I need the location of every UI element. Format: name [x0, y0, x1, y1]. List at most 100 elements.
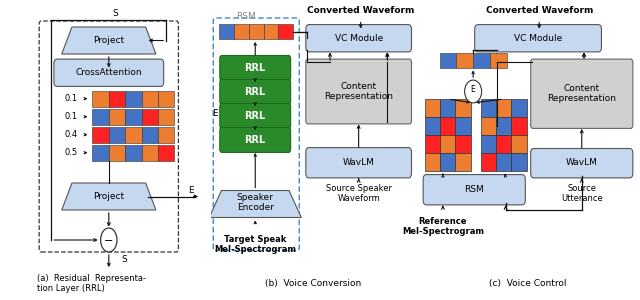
FancyBboxPatch shape: [475, 25, 602, 52]
Bar: [109, 127, 125, 142]
Bar: [473, 53, 490, 68]
FancyBboxPatch shape: [220, 80, 291, 104]
Text: Converted Waveform: Converted Waveform: [307, 6, 414, 15]
Bar: [125, 91, 141, 106]
Text: WavLM: WavLM: [342, 158, 374, 167]
Text: Reference
Mel-Spectrogram: Reference Mel-Spectrogram: [402, 217, 484, 236]
Bar: [92, 91, 109, 106]
Text: (a)  Residual  Representa-
tion Layer (RRL): (a) Residual Representa- tion Layer (RRL…: [37, 274, 146, 293]
Bar: [425, 117, 440, 135]
Text: S: S: [122, 255, 127, 264]
Circle shape: [465, 80, 482, 103]
Text: E: E: [188, 186, 193, 195]
Text: S: S: [112, 9, 118, 18]
Text: RRL: RRL: [244, 135, 266, 145]
Text: 0.4: 0.4: [65, 130, 78, 139]
FancyBboxPatch shape: [220, 56, 291, 80]
Text: RRL: RRL: [244, 63, 266, 73]
Text: Content
Representation: Content Representation: [547, 84, 616, 103]
Text: VC Module: VC Module: [514, 34, 562, 43]
Bar: [249, 24, 264, 39]
Bar: [158, 145, 174, 161]
Text: (c)  Voice Control: (c) Voice Control: [489, 279, 567, 288]
Text: RSM: RSM: [465, 185, 484, 194]
Text: Speaker
Encoder: Speaker Encoder: [237, 193, 274, 212]
Text: (b)  Voice Conversion: (b) Voice Conversion: [266, 279, 362, 288]
Bar: [496, 99, 511, 117]
Bar: [496, 117, 511, 135]
Text: WavLM: WavLM: [566, 158, 598, 167]
Text: VC Module: VC Module: [335, 34, 383, 43]
Text: Target Speak
Mel-Spectrogram: Target Speak Mel-Spectrogram: [214, 235, 296, 254]
Bar: [511, 135, 527, 153]
Bar: [158, 127, 174, 142]
Bar: [92, 145, 109, 161]
Text: 0.5: 0.5: [65, 148, 78, 157]
Bar: [158, 109, 174, 124]
Bar: [496, 153, 511, 171]
Bar: [481, 135, 496, 153]
Bar: [141, 145, 158, 161]
Polygon shape: [61, 183, 156, 210]
FancyBboxPatch shape: [423, 175, 525, 205]
Bar: [125, 109, 141, 124]
Bar: [92, 127, 109, 142]
Bar: [125, 145, 141, 161]
Bar: [481, 117, 496, 135]
Text: CrossAttention: CrossAttention: [76, 68, 142, 77]
Text: 0.1: 0.1: [65, 94, 78, 103]
Bar: [264, 24, 278, 39]
FancyBboxPatch shape: [220, 103, 291, 128]
Text: RRL: RRL: [244, 87, 266, 97]
FancyBboxPatch shape: [54, 59, 164, 86]
Text: 0.1: 0.1: [65, 112, 78, 121]
Bar: [109, 145, 125, 161]
Text: Converted Waveform: Converted Waveform: [486, 6, 593, 15]
Bar: [220, 24, 234, 39]
Polygon shape: [209, 190, 301, 218]
Bar: [125, 127, 141, 142]
Text: Project: Project: [93, 36, 124, 45]
Bar: [440, 53, 456, 68]
Bar: [92, 109, 109, 124]
Text: Project: Project: [93, 192, 124, 201]
Text: RSM: RSM: [236, 12, 255, 21]
Text: Content
Representation: Content Representation: [324, 82, 393, 101]
Bar: [440, 99, 456, 117]
Bar: [481, 99, 496, 117]
FancyBboxPatch shape: [306, 25, 412, 52]
Bar: [278, 24, 293, 39]
Circle shape: [100, 228, 117, 252]
Bar: [440, 117, 456, 135]
Bar: [109, 109, 125, 124]
Bar: [425, 153, 440, 171]
FancyBboxPatch shape: [220, 128, 291, 152]
Bar: [141, 91, 158, 106]
Bar: [158, 91, 174, 106]
Bar: [109, 91, 125, 106]
Bar: [440, 153, 456, 171]
Bar: [456, 53, 473, 68]
Bar: [511, 117, 527, 135]
FancyBboxPatch shape: [531, 148, 633, 178]
Bar: [456, 153, 470, 171]
Bar: [141, 127, 158, 142]
Bar: [496, 135, 511, 153]
Polygon shape: [61, 27, 156, 54]
Bar: [481, 153, 496, 171]
Bar: [456, 135, 470, 153]
Text: E: E: [471, 85, 476, 94]
Text: Source
Utterance: Source Utterance: [561, 184, 603, 203]
Bar: [141, 109, 158, 124]
Text: −: −: [104, 236, 113, 246]
Text: E: E: [212, 110, 218, 118]
Bar: [425, 99, 440, 117]
FancyBboxPatch shape: [306, 148, 412, 178]
Bar: [456, 117, 470, 135]
Bar: [456, 99, 470, 117]
Text: RRL: RRL: [244, 111, 266, 121]
FancyBboxPatch shape: [531, 59, 633, 128]
Text: Source Speaker
Waveform: Source Speaker Waveform: [326, 184, 392, 203]
FancyBboxPatch shape: [306, 59, 412, 124]
Bar: [511, 153, 527, 171]
